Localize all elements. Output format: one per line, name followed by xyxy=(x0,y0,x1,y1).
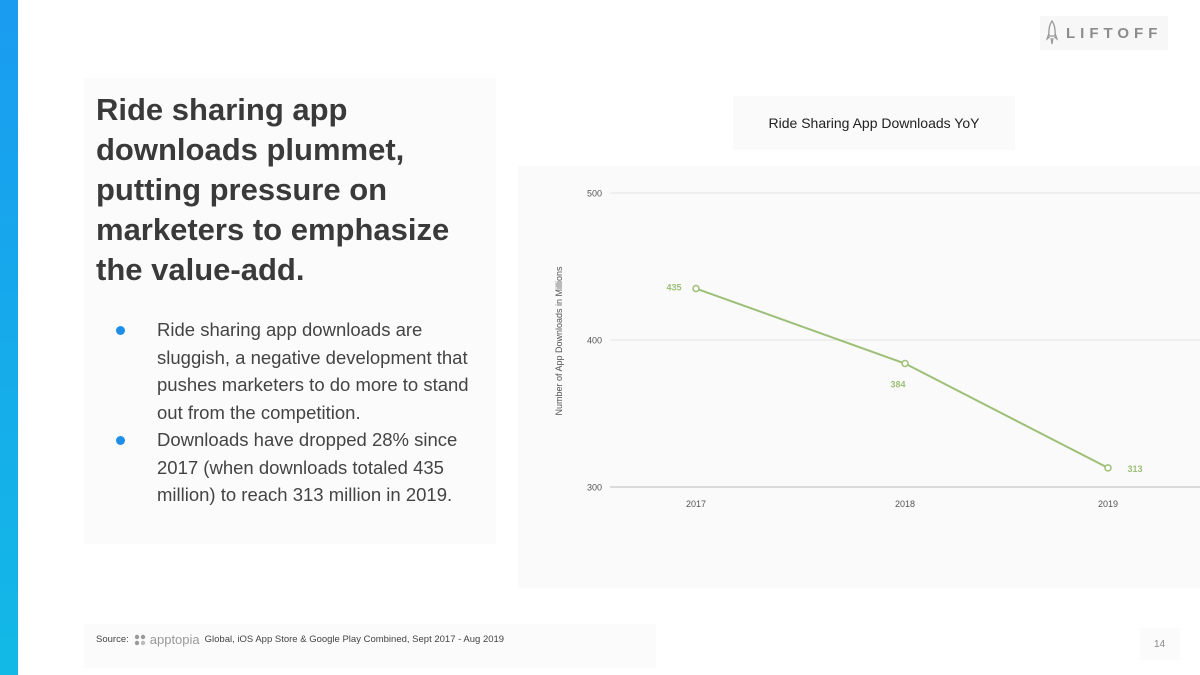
source-panel xyxy=(84,624,656,668)
data-label: 435 xyxy=(666,283,681,293)
bullet-item-2: Downloads have dropped 28% since 2017 (w… xyxy=(112,426,492,509)
text-panel xyxy=(84,78,496,544)
line-chart: 300 400 500 Number of App Downloads in Mill… xyxy=(554,189,1200,509)
bullet-text-1: Ride sharing app downloads are sluggish,… xyxy=(157,319,469,423)
bullet-list: Ride sharing app downloads are sluggish,… xyxy=(112,316,492,509)
x-tick-label: 2019 xyxy=(1098,499,1118,509)
bullet-item-1: Ride sharing app downloads are sluggish,… xyxy=(112,316,492,426)
brand-logo: LIFTOFF xyxy=(1040,16,1168,50)
page-number: 14 xyxy=(1154,639,1166,650)
bullet-text-2: Downloads have dropped 28% since 2017 (w… xyxy=(157,429,458,505)
chart-title-box: Ride Sharing App Downloads YoY xyxy=(733,96,1015,150)
y-axis-label: Number of App Downloads in Millions xyxy=(554,266,564,416)
data-label: 384 xyxy=(890,380,905,390)
data-point xyxy=(1104,464,1112,472)
data-point xyxy=(901,359,909,368)
x-tick-label: 2017 xyxy=(686,499,706,509)
y-tick-label: 300 xyxy=(587,483,602,493)
y-tick-label: 400 xyxy=(587,336,602,346)
data-point xyxy=(692,284,700,293)
apptopia-logo: apptopia xyxy=(134,632,200,647)
apptopia-icon xyxy=(134,634,145,645)
source-detail: Global, iOS App Store & Google Play Comb… xyxy=(204,634,505,645)
series-line xyxy=(695,287,1109,469)
data-label: 313 xyxy=(1127,464,1142,474)
y-tick-label: 500 xyxy=(587,189,602,199)
chart-panel xyxy=(518,166,1200,588)
rocket-icon xyxy=(1046,20,1058,45)
x-tick-label: 2018 xyxy=(895,499,915,509)
bullet-dot-icon xyxy=(116,436,125,445)
source-label: Source: xyxy=(96,634,129,645)
bullet-dot-icon xyxy=(116,326,125,335)
page-number-box xyxy=(1140,628,1180,660)
page-title: Ride sharing app downloads plummet, putt… xyxy=(96,92,450,287)
accent-bar xyxy=(0,0,18,675)
source-line: Source: apptopia Global, iOS App Store &… xyxy=(96,632,504,647)
source-provider: apptopia xyxy=(149,632,200,647)
chart-title: Ride Sharing App Downloads YoY xyxy=(768,115,980,131)
brand-name: LIFTOFF xyxy=(1066,24,1163,42)
